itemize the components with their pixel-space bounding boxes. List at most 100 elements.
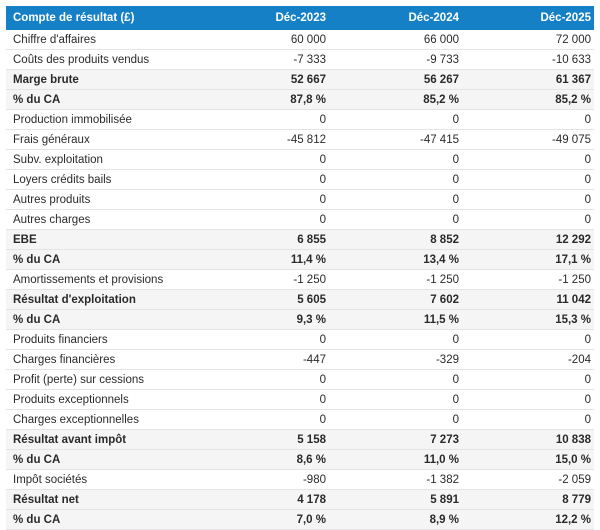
- cell-value: -2 059: [462, 469, 594, 490]
- cell-value: -1 250: [462, 269, 594, 290]
- cell-value: 12,2 %: [462, 509, 594, 530]
- row-label: Profit (perte) sur cessions: [6, 369, 196, 390]
- column-header-dec-2025: Déc-2025: [462, 6, 594, 30]
- cell-value: 0: [196, 329, 329, 350]
- row-label: Loyers crédits bails: [6, 169, 196, 190]
- header-row: Compte de résultat (£) Déc-2023 Déc-2024…: [6, 6, 594, 30]
- cell-value: 0: [196, 209, 329, 230]
- cell-value: 0: [196, 409, 329, 430]
- row-label: % du CA: [6, 509, 196, 530]
- cell-value: 0: [462, 189, 594, 210]
- cell-value: 0: [329, 149, 462, 170]
- row-label: Autres produits: [6, 189, 196, 210]
- row-label: Marge brute: [6, 69, 196, 90]
- table-row: Produits exceptionnels 0 0 0: [6, 389, 594, 410]
- row-label: Frais généraux: [6, 129, 196, 150]
- table-row: Chiffre d'affaires 60 000 66 000 72 000: [6, 30, 594, 50]
- cell-value: 0: [462, 369, 594, 390]
- table-row: % du CA 8,6 % 11,0 % 15,0 %: [6, 449, 594, 470]
- cell-value: 4 178: [196, 489, 329, 510]
- cell-value: 0: [196, 389, 329, 410]
- cell-value: 52 667: [196, 69, 329, 90]
- table-row: Autres produits 0 0 0: [6, 189, 594, 210]
- table-row: Coûts des produits vendus -7 333 -9 733 …: [6, 49, 594, 70]
- cell-value: -980: [196, 469, 329, 490]
- row-label: % du CA: [6, 89, 196, 110]
- cell-value: 56 267: [329, 69, 462, 90]
- cell-value: -447: [196, 349, 329, 370]
- row-label: Production immobilisée: [6, 109, 196, 130]
- cell-value: 0: [329, 369, 462, 390]
- table-row: Production immobilisée 0 0 0: [6, 109, 594, 130]
- table-row: Loyers crédits bails 0 0 0: [6, 169, 594, 190]
- table-header: Compte de résultat (£) Déc-2023 Déc-2024…: [6, 6, 594, 30]
- row-label: Charges exceptionnelles: [6, 409, 196, 430]
- table-row: % du CA 11,4 % 13,4 % 17,1 %: [6, 249, 594, 270]
- cell-value: 0: [462, 209, 594, 230]
- cell-value: -47 415: [329, 129, 462, 150]
- table-row: Marge brute 52 667 56 267 61 367: [6, 69, 594, 90]
- cell-value: 5 891: [329, 489, 462, 510]
- row-label: Subv. exploitation: [6, 149, 196, 170]
- cell-value: 10 838: [462, 429, 594, 450]
- cell-value: 0: [462, 169, 594, 190]
- cell-value: 0: [196, 169, 329, 190]
- cell-value: 85,2 %: [462, 89, 594, 110]
- cell-value: 8,6 %: [196, 449, 329, 470]
- cell-value: 0: [462, 149, 594, 170]
- cell-value: -9 733: [329, 49, 462, 70]
- row-label: % du CA: [6, 449, 196, 470]
- cell-value: 12 292: [462, 229, 594, 250]
- cell-value: 5 158: [196, 429, 329, 450]
- cell-value: 8 779: [462, 489, 594, 510]
- cell-value: 61 367: [462, 69, 594, 90]
- cell-value: 0: [196, 109, 329, 130]
- cell-value: -7 333: [196, 49, 329, 70]
- table-row: Autres charges 0 0 0: [6, 209, 594, 230]
- table-row: Résultat net 4 178 5 891 8 779: [6, 489, 594, 510]
- table-body: Chiffre d'affaires 60 000 66 000 72 000 …: [6, 30, 594, 530]
- cell-value: -45 812: [196, 129, 329, 150]
- cell-value: 0: [462, 109, 594, 130]
- row-label: EBE: [6, 229, 196, 250]
- cell-value: 0: [196, 369, 329, 390]
- table-row: % du CA 7,0 % 8,9 % 12,2 %: [6, 509, 594, 530]
- cell-value: 0: [329, 109, 462, 130]
- cell-value: -1 382: [329, 469, 462, 490]
- table-row: Charges financières -447 -329 -204: [6, 349, 594, 370]
- row-label: Produits exceptionnels: [6, 389, 196, 410]
- cell-value: 15,3 %: [462, 309, 594, 330]
- cell-value: 0: [329, 169, 462, 190]
- column-header-dec-2024: Déc-2024: [329, 6, 462, 30]
- cell-value: 85,2 %: [329, 89, 462, 110]
- cell-value: -49 075: [462, 129, 594, 150]
- cell-value: 72 000: [462, 30, 594, 50]
- cell-value: 0: [329, 189, 462, 210]
- income-statement-table: Compte de résultat (£) Déc-2023 Déc-2024…: [6, 6, 594, 530]
- cell-value: 7 273: [329, 429, 462, 450]
- cell-value: 11,0 %: [329, 449, 462, 470]
- cell-value: 0: [329, 389, 462, 410]
- cell-value: 11 042: [462, 289, 594, 310]
- cell-value: 5 605: [196, 289, 329, 310]
- cell-value: 66 000: [329, 30, 462, 50]
- cell-value: 0: [329, 409, 462, 430]
- cell-value: -329: [329, 349, 462, 370]
- row-label: Résultat d'exploitation: [6, 289, 196, 310]
- cell-value: 13,4 %: [329, 249, 462, 270]
- cell-value: -1 250: [329, 269, 462, 290]
- row-label: Chiffre d'affaires: [6, 30, 196, 50]
- cell-value: 0: [329, 209, 462, 230]
- cell-value: 60 000: [196, 30, 329, 50]
- cell-value: 8 852: [329, 229, 462, 250]
- cell-value: 7,0 %: [196, 509, 329, 530]
- table-row: Résultat avant impôt 5 158 7 273 10 838: [6, 429, 594, 450]
- row-label: Impôt sociétés: [6, 469, 196, 490]
- cell-value: 15,0 %: [462, 449, 594, 470]
- table-row: Frais généraux -45 812 -47 415 -49 075: [6, 129, 594, 150]
- row-label: % du CA: [6, 249, 196, 270]
- cell-value: 87,8 %: [196, 89, 329, 110]
- row-label: Amortissements et provisions: [6, 269, 196, 290]
- column-header-dec-2023: Déc-2023: [196, 6, 329, 30]
- header-title: Compte de résultat (£): [6, 6, 196, 30]
